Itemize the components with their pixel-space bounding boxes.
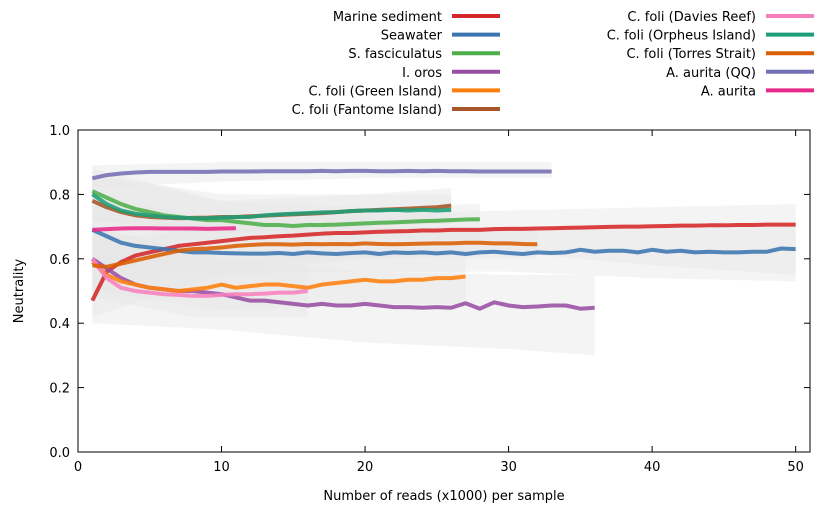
confidence-band [92, 194, 796, 282]
legend-label: Seawater [381, 29, 443, 44]
x-tick-label: 20 [357, 460, 374, 475]
x-tick-label: 50 [787, 460, 804, 475]
legend: Marine sediment Seawater S. fasciculatus I.… [292, 10, 814, 118]
x-tick-label: 30 [500, 460, 517, 475]
x-tick-label: 10 [213, 460, 230, 475]
x-axis-title: Number of reads (x1000) per sample [323, 489, 564, 504]
legend-label: S. fasciculatus [348, 47, 442, 62]
y-tick-label: 0.2 [49, 382, 70, 397]
series-line [92, 240, 538, 269]
confidence-bands [92, 162, 796, 356]
legend-label: Marine sediment [333, 10, 442, 25]
y-axis-title: Neutrality [12, 259, 27, 324]
legend-label: C. foli (Fantome Island) [292, 103, 442, 118]
y-axis: 0.0 0.2 0.4 0.6 0.8 1.0 [49, 124, 810, 461]
y-tick-label: 0.8 [49, 188, 70, 203]
series-line [91, 260, 466, 293]
y-tick-label: 0.0 [49, 446, 70, 461]
confidence-band [92, 226, 595, 356]
legend-label: C. foli (Davies Reef) [627, 10, 756, 25]
legend-label: A. aurita [701, 84, 756, 99]
y-tick-label: 0.6 [49, 253, 70, 268]
series-line [91, 227, 796, 256]
legend-label: A. aurita (QQ) [666, 66, 756, 81]
series-line [90, 257, 308, 298]
series-lines [90, 168, 796, 311]
y-tick-label: 1.0 [49, 124, 70, 139]
legend-label: C. foli (Torres Strait) [626, 47, 756, 62]
legend-label: I. oros [402, 66, 442, 81]
x-axis: 0 10 20 30 40 50 [74, 130, 804, 475]
series-line [90, 222, 796, 302]
y-tick-label: 0.4 [49, 317, 70, 332]
legend-label: C. foli (Green Island) [308, 84, 442, 99]
series-line [91, 192, 452, 221]
plot-frame [77, 129, 811, 453]
series-line [91, 189, 480, 228]
series-line [91, 168, 552, 181]
legend-label: C. foli (Orpheus Island) [607, 29, 756, 44]
x-tick-label: 0 [74, 460, 82, 475]
confidence-band [92, 204, 796, 317]
x-tick-label: 40 [644, 460, 661, 475]
series-line [92, 226, 236, 232]
confidence-band [92, 162, 552, 188]
